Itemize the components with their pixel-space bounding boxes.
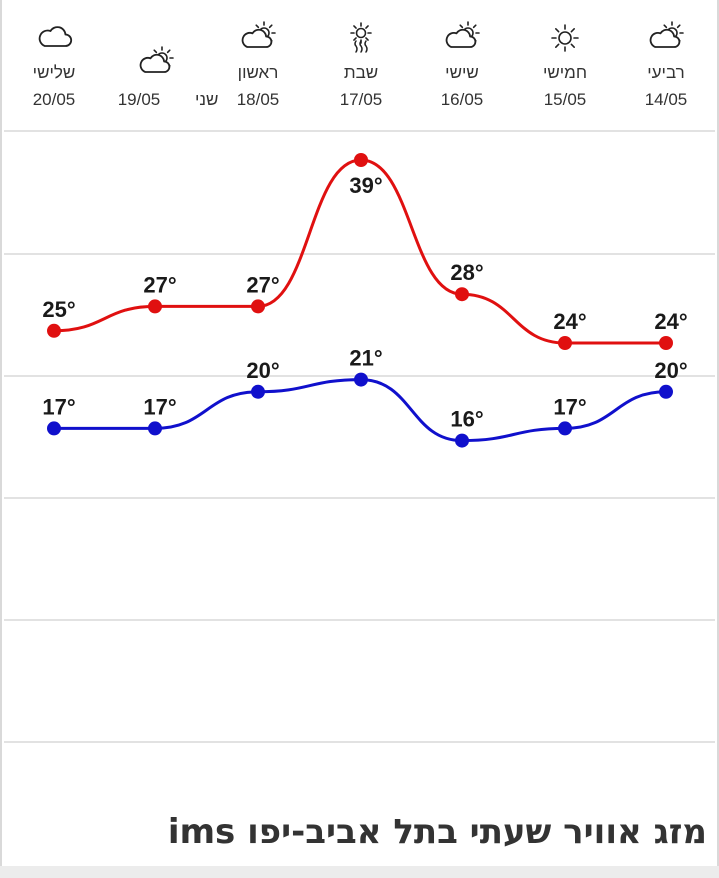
day-name: שלישי — [33, 63, 76, 82]
data-label: 17° — [553, 394, 586, 419]
day-column-header: ראשון 18/05 — [237, 21, 280, 109]
data-point — [354, 372, 368, 387]
data-label: 28° — [450, 260, 483, 285]
data-point — [455, 433, 469, 448]
grid-lines — [4, 130, 715, 743]
data-label: 17° — [143, 394, 176, 419]
sun-behind-cloud-icon — [649, 21, 684, 48]
data-label: 25° — [42, 297, 75, 322]
series-min: 17° 17° 20° 21° 16° 17° 20° — [42, 346, 688, 448]
page-title: מזג אוויר שעתי בתל אביב-יפו ims — [167, 812, 707, 852]
data-label: 27° — [143, 272, 176, 297]
data-label: 27° — [246, 272, 279, 297]
series-lines: 25° 27° 27° 39° 28° 24° 24° 17° 17° 20° 21° 16° 17° 2… — [42, 153, 688, 448]
footer-bar — [0, 866, 719, 878]
day-column-header: שישי 16/05 — [441, 21, 484, 109]
data-label: 21° — [349, 346, 382, 371]
left-border — [0, 0, 2, 878]
day-date: 19/05 — [118, 90, 161, 109]
data-label: 17° — [42, 394, 75, 419]
day-date: 15/05 — [544, 90, 587, 109]
data-point — [148, 299, 162, 314]
sun-behind-cloud-icon — [241, 21, 276, 48]
day-date: 20/05 — [33, 90, 76, 109]
data-label: 20° — [246, 358, 279, 383]
day-date: 17/05 — [340, 90, 383, 109]
data-label: 20° — [654, 358, 687, 383]
day-header-row: שלישי 20/05 שני 19/05 ראשון 18/05 שבת 17/05 שישי… — [33, 21, 688, 109]
data-point — [558, 421, 572, 436]
data-label: 39° — [349, 173, 382, 198]
data-label: 16° — [450, 407, 483, 432]
day-name: שישי — [445, 63, 479, 82]
day-column-header: שבת 17/05 — [340, 22, 383, 109]
day-date: 18/05 — [237, 90, 280, 109]
day-column-header: שלישי 20/05 — [33, 26, 76, 109]
hot-sun-haze-icon — [350, 22, 372, 53]
data-label: 24° — [553, 309, 586, 334]
data-point — [148, 421, 162, 436]
data-label: 24° — [654, 309, 687, 334]
data-point — [659, 384, 673, 399]
series-max: 25° 27° 27° 39° 28° 24° 24° — [42, 153, 688, 350]
cloud-icon — [38, 26, 73, 47]
data-point — [455, 287, 469, 302]
day-column-header: חמישי 15/05 — [543, 24, 587, 109]
day-name: ראשון — [238, 63, 279, 82]
sun-behind-cloud-icon — [445, 21, 480, 48]
day-name: חמישי — [543, 63, 587, 82]
data-point — [354, 153, 368, 167]
data-point — [47, 323, 61, 338]
day-name: שבת — [344, 63, 378, 82]
data-point — [251, 384, 265, 399]
day-column-header: רביעי 14/05 — [645, 21, 688, 109]
day-date: 16/05 — [441, 90, 484, 109]
data-point — [558, 336, 572, 350]
day-name: שני — [195, 90, 218, 109]
sun-behind-cloud-icon — [139, 46, 174, 73]
right-border — [717, 0, 719, 878]
day-column-header: שני 19/05 — [118, 46, 218, 109]
temperature-chart: שלישי 20/05 שני 19/05 ראשון 18/05 שבת 17/05 שישי… — [4, 21, 715, 743]
sun-icon — [551, 24, 579, 52]
data-point — [659, 336, 673, 350]
day-name: רביעי — [647, 63, 684, 82]
day-date: 14/05 — [645, 90, 688, 109]
data-point — [47, 421, 61, 436]
data-point — [251, 299, 265, 314]
